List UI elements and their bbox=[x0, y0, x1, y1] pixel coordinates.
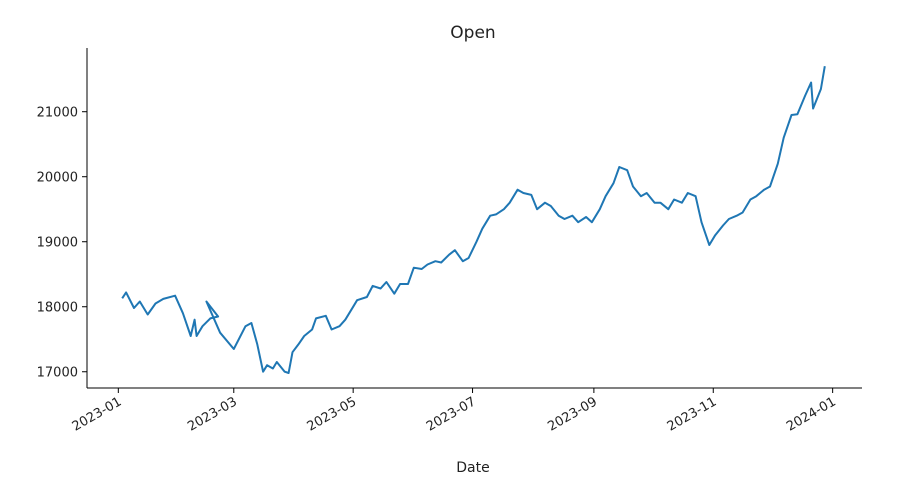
y-tick-label: 19000 bbox=[37, 236, 78, 251]
y-tick-label: 17000 bbox=[37, 366, 78, 381]
x-axis-label: Date bbox=[456, 460, 489, 476]
y-tick-label: 20000 bbox=[37, 171, 78, 186]
x-tick-label: 2023-05 bbox=[305, 394, 360, 434]
line-series bbox=[121, 66, 826, 374]
x-tick-label: 2023-01 bbox=[70, 394, 125, 434]
x-tick-label: 2023-09 bbox=[545, 394, 600, 434]
x-tick-label: 2023-11 bbox=[665, 394, 720, 434]
x-tick-label: 2024-01 bbox=[784, 394, 839, 434]
y-tick-label: 21000 bbox=[37, 106, 78, 121]
x-tick-label: 2023-07 bbox=[424, 394, 479, 434]
y-tick-label: 18000 bbox=[37, 301, 78, 316]
x-tick-label: 2023-03 bbox=[185, 394, 240, 434]
chart-title: Open bbox=[450, 23, 495, 43]
